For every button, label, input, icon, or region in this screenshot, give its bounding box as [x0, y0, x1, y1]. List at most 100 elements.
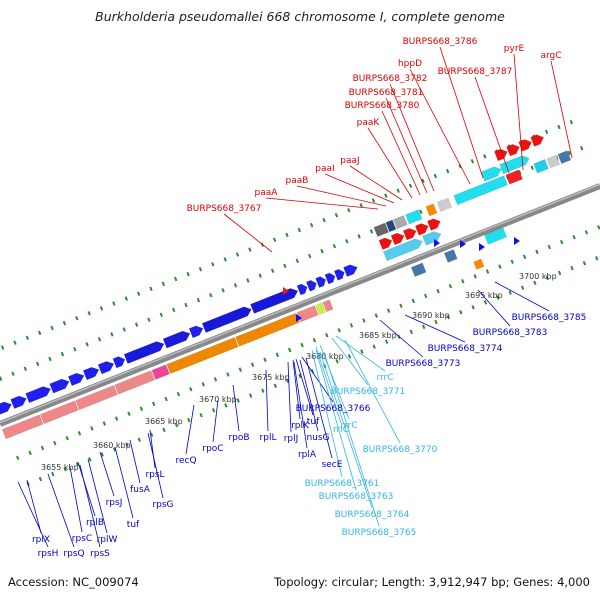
strand-marker [514, 237, 520, 245]
tick-dot [224, 403, 228, 408]
tick-dot [63, 466, 67, 472]
tick-dot [298, 373, 302, 379]
tick-dot [85, 342, 89, 347]
gene-label-forward-leader [367, 127, 413, 199]
gene-feature [162, 330, 191, 349]
tick-dot [100, 452, 104, 457]
rna-label: BURPS668_3770 [363, 445, 438, 455]
tick-dot [535, 249, 539, 255]
gene-label-reverse-leader [114, 446, 134, 519]
tick-dot [0, 376, 3, 381]
gene-label-reverse: rplL [260, 433, 277, 443]
gene-feature [10, 395, 27, 409]
gene-feature [378, 237, 393, 250]
tick-dot [62, 320, 67, 326]
gene-label-forward: paaI [315, 164, 334, 174]
tick-dot [334, 212, 339, 218]
tick-dot [164, 396, 168, 402]
tick-dot [459, 309, 463, 315]
gene-feature [201, 306, 252, 333]
tick-dot [569, 119, 573, 125]
kbp-tick-label: 3660 kbp [93, 441, 131, 450]
gene-label-forward: BURPS668_3781 [349, 88, 424, 98]
tick-dot [60, 351, 65, 357]
gene-label-reverse-leader [265, 369, 269, 432]
tick-dot [127, 411, 131, 416]
tick-dot [436, 288, 440, 294]
gene-feature [436, 197, 453, 212]
tick-dot [473, 274, 477, 279]
gene-feature [414, 223, 429, 236]
tick-dot [38, 476, 43, 482]
gene-feature [494, 148, 508, 162]
gene-label-reverse-leader [149, 429, 156, 469]
tick-dot [522, 254, 527, 260]
gene-label-reverse: secE [322, 460, 343, 470]
gene-label-reverse: rpsH [38, 549, 59, 559]
gene-label-reverse-leader [379, 319, 424, 358]
tick-dot [335, 359, 339, 364]
gene-label-reverse: rplJ [284, 434, 299, 444]
tick-dot [308, 253, 312, 259]
tick-dot [325, 332, 329, 338]
tick-dot [461, 279, 465, 284]
tick-dot [359, 203, 363, 208]
tick-dot [508, 290, 512, 295]
gene-label-forward: paaB [286, 176, 309, 186]
tick-dot [248, 247, 252, 252]
tick-dot [510, 259, 514, 264]
gene-label-reverse-leader [299, 359, 319, 432]
tick-dot [347, 208, 351, 213]
tick-dot [570, 265, 574, 271]
tick-dot [396, 188, 400, 193]
tick-dot [189, 386, 193, 392]
tick-dot [102, 421, 106, 426]
tick-dot [433, 173, 437, 179]
gene-feature [557, 150, 572, 164]
gene-label-forward-leader [223, 213, 273, 253]
gene-feature [151, 364, 170, 380]
gene-feature [82, 366, 100, 381]
tick-dot [272, 237, 277, 243]
tick-dot [498, 264, 502, 269]
gene-label-reverse: rpsL [145, 470, 164, 480]
gene-label-forward: BURPS668_3786 [403, 37, 478, 47]
tick-dot [124, 296, 128, 301]
rna-label-leader [331, 337, 369, 386]
gene-label-reverse-leader [77, 461, 96, 517]
tick-dot [186, 271, 190, 277]
rna-label: rrrC [376, 373, 393, 383]
gene-feature [427, 218, 441, 231]
gene-label-reverse-leader [79, 464, 101, 548]
gene-feature [425, 203, 438, 217]
gene-label-reverse-leader [17, 481, 49, 548]
tick-dot [270, 268, 275, 273]
rna-label: BURPS668_3764 [335, 510, 410, 520]
tick-dot [386, 308, 391, 313]
gene-label-reverse-leader [287, 361, 292, 433]
kbp-tick-label: 3690 kbp [412, 311, 450, 320]
tick-dot [263, 357, 267, 363]
gene-feature [505, 169, 523, 185]
tick-dot [258, 273, 262, 278]
tick-dot [162, 427, 166, 433]
tick-dot [149, 286, 153, 292]
tick-dot [580, 145, 584, 151]
tick-dot [496, 295, 500, 300]
tick-dot [236, 398, 240, 403]
gene-label-reverse: BURPS668_3783 [473, 328, 548, 338]
strand-marker [479, 243, 485, 251]
gene-label-forward-leader [389, 83, 435, 192]
gene-label-forward: paaA [255, 188, 279, 198]
tick-dot [187, 417, 191, 423]
gene-label-forward-leader [381, 110, 421, 196]
kbp-tick-label: 3700 kbp [519, 272, 557, 281]
rna-label-leader [323, 351, 380, 527]
gene-feature [305, 279, 317, 292]
gene-feature [25, 386, 52, 404]
tick-dot [65, 435, 69, 441]
tick-dot [159, 312, 163, 318]
tick-dot [310, 368, 315, 374]
tick-dot [246, 278, 250, 283]
gene-label-reverse: tuf [307, 417, 320, 427]
